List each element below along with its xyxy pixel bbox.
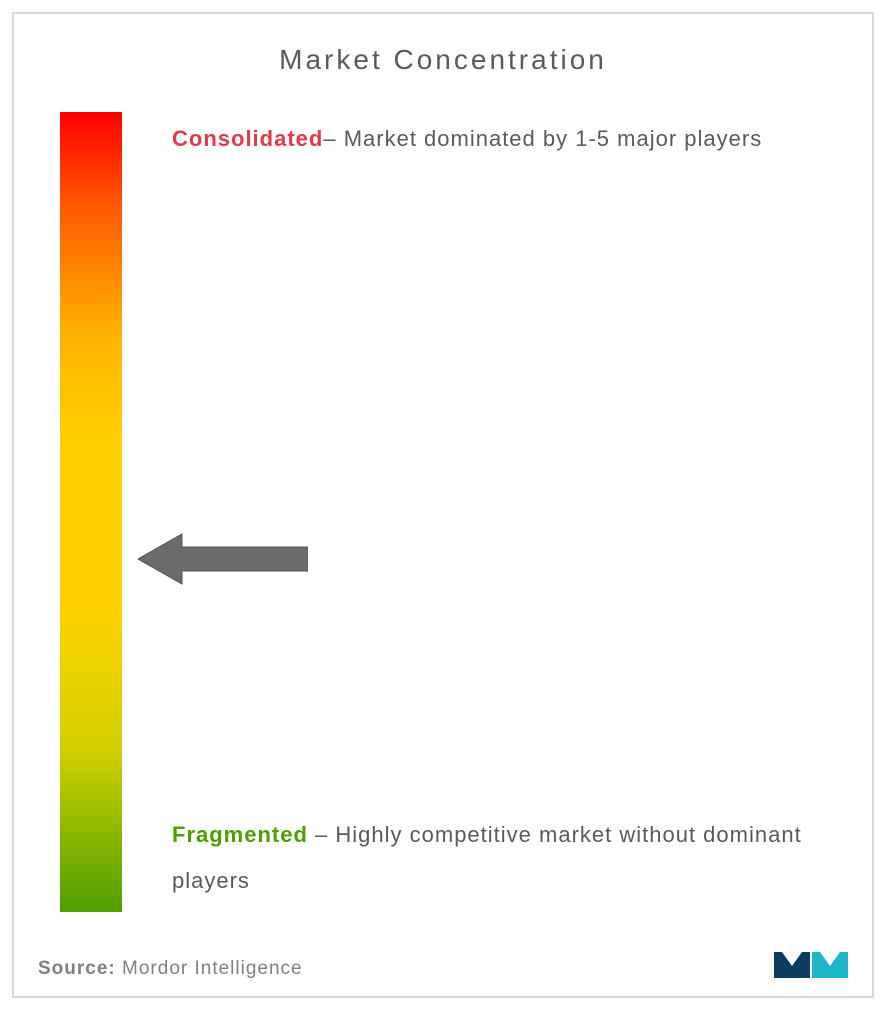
labels-area: Consolidated– Market dominated by 1-5 ma… <box>122 112 836 912</box>
consolidated-label: Consolidated– Market dominated by 1-5 ma… <box>172 116 816 162</box>
source-label: Source: <box>38 958 116 979</box>
source-name: Mordor Intelligence <box>116 958 303 979</box>
chart-title: Market Concentration <box>50 44 836 76</box>
consolidated-desc: – Market dominated by 1-5 major players <box>323 126 762 151</box>
infographic-container: Market Concentration Consolidated– Mar <box>12 12 874 998</box>
fragmented-key: Fragmented <box>172 822 308 847</box>
content-area: Consolidated– Market dominated by 1-5 ma… <box>50 112 836 912</box>
concentration-gradient-bar <box>60 112 122 912</box>
consolidated-key: Consolidated <box>172 126 323 151</box>
source-line: Source: Mordor Intelligence <box>38 958 303 980</box>
position-arrow-icon <box>138 530 308 588</box>
mordor-logo-icon <box>772 940 848 980</box>
fragmented-label: Fragmented – Highly competitive market w… <box>172 812 816 904</box>
footer: Source: Mordor Intelligence <box>38 940 848 980</box>
